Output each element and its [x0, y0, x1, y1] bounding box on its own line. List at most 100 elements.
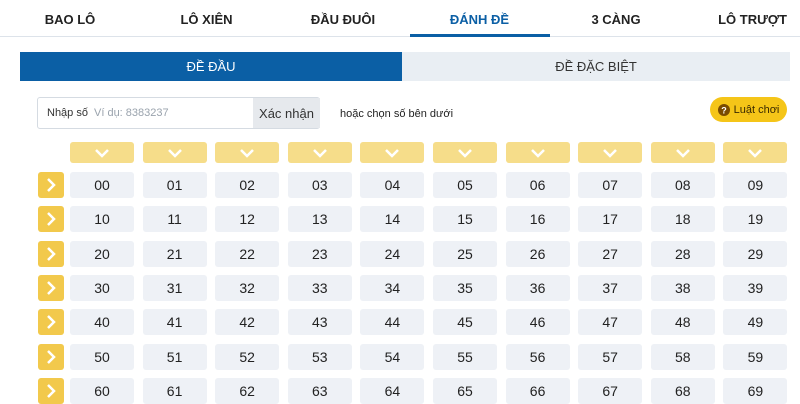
number-cell[interactable]: 18 — [650, 206, 715, 233]
number-cell[interactable]: 49 — [723, 309, 788, 336]
column-select[interactable] — [142, 142, 207, 163]
number-cell[interactable]: 00 — [70, 172, 134, 198]
number-cell[interactable]: 01 — [142, 172, 207, 198]
number-cell[interactable]: 38 — [650, 274, 715, 301]
row-select[interactable] — [38, 377, 64, 404]
row-select[interactable] — [38, 343, 64, 370]
number-cell[interactable]: 17 — [578, 206, 643, 233]
number-cell[interactable]: 06 — [505, 172, 570, 198]
number-cell[interactable]: 25 — [433, 240, 497, 267]
number-cell[interactable]: 40 — [70, 309, 134, 336]
input-label: Nhập số — [47, 107, 88, 119]
number-cell[interactable]: 05 — [433, 172, 497, 198]
number-cell[interactable]: 63 — [287, 377, 352, 404]
column-select[interactable] — [650, 142, 715, 163]
sub-tab[interactable]: ĐỀ ĐẶC BIỆT — [402, 52, 790, 81]
number-cell[interactable]: 52 — [215, 343, 280, 370]
number-cell[interactable]: 22 — [215, 240, 280, 267]
column-select[interactable] — [578, 142, 643, 163]
number-cell[interactable]: 33 — [287, 274, 352, 301]
number-cell[interactable]: 23 — [287, 240, 352, 267]
number-cell[interactable]: 21 — [142, 240, 207, 267]
number-cell[interactable]: 60 — [70, 377, 134, 404]
number-cell[interactable]: 10 — [70, 206, 134, 233]
confirm-button[interactable]: Xác nhận — [253, 98, 320, 128]
number-cell[interactable]: 30 — [70, 274, 134, 301]
nav-tab[interactable]: 3 CÀNG — [591, 12, 641, 27]
number-cell[interactable]: 43 — [287, 309, 352, 336]
number-cell[interactable]: 58 — [650, 343, 715, 370]
number-cell[interactable]: 56 — [505, 343, 570, 370]
nav-tab[interactable]: LÔ TRƯỢT — [718, 12, 787, 27]
row-select[interactable] — [38, 309, 64, 336]
number-cell[interactable]: 13 — [287, 206, 352, 233]
number-cell[interactable]: 04 — [360, 172, 425, 198]
number-cell[interactable]: 42 — [215, 309, 280, 336]
number-cell[interactable]: 09 — [723, 172, 788, 198]
number-cell[interactable]: 16 — [505, 206, 570, 233]
column-select[interactable] — [505, 142, 570, 163]
number-cell[interactable]: 48 — [650, 309, 715, 336]
number-cell[interactable]: 03 — [287, 172, 352, 198]
number-cell[interactable]: 27 — [578, 240, 643, 267]
number-cell[interactable]: 20 — [70, 240, 134, 267]
number-cell[interactable]: 45 — [433, 309, 497, 336]
number-cell[interactable]: 35 — [433, 274, 497, 301]
number-cell[interactable]: 51 — [142, 343, 207, 370]
nav-tab[interactable]: LÔ XIÊN — [180, 12, 233, 27]
number-cell[interactable]: 28 — [650, 240, 715, 267]
row-select[interactable] — [38, 274, 64, 301]
number-cell[interactable]: 61 — [142, 377, 207, 404]
number-cell[interactable]: 08 — [650, 172, 715, 198]
column-select[interactable] — [433, 142, 497, 163]
number-cell[interactable]: 29 — [723, 240, 788, 267]
nav-tab[interactable]: ĐÁNH ĐỀ — [449, 12, 510, 27]
number-cell[interactable]: 67 — [578, 377, 643, 404]
number-cell[interactable]: 26 — [505, 240, 570, 267]
number-cell[interactable]: 44 — [360, 309, 425, 336]
number-cell[interactable]: 07 — [578, 172, 643, 198]
number-cell[interactable]: 54 — [360, 343, 425, 370]
number-cell[interactable]: 55 — [433, 343, 497, 370]
number-cell[interactable]: 53 — [287, 343, 352, 370]
row-select[interactable] — [38, 240, 64, 267]
row-select[interactable] — [38, 172, 64, 198]
nav-tab[interactable]: ĐẦU ĐUÔI — [310, 12, 376, 27]
column-select[interactable] — [723, 142, 788, 163]
number-cell[interactable]: 47 — [578, 309, 643, 336]
number-cell[interactable]: 68 — [650, 377, 715, 404]
number-cell[interactable]: 66 — [505, 377, 570, 404]
number-cell[interactable]: 57 — [578, 343, 643, 370]
number-input[interactable]: Nhập số Ví dụ: 8383237 Xác nhận — [37, 97, 320, 129]
number-cell[interactable]: 50 — [70, 343, 134, 370]
number-cell[interactable]: 39 — [723, 274, 788, 301]
number-cell[interactable]: 32 — [215, 274, 280, 301]
number-cell[interactable]: 15 — [433, 206, 497, 233]
number-cell[interactable]: 69 — [723, 377, 788, 404]
rules-button[interactable]: ? Luật chơi — [710, 97, 787, 122]
nav-tab[interactable]: BAO LÔ — [44, 12, 96, 27]
number-cell[interactable]: 24 — [360, 240, 425, 267]
number-cell[interactable]: 14 — [360, 206, 425, 233]
number-cell[interactable]: 12 — [215, 206, 280, 233]
number-cell[interactable]: 65 — [433, 377, 497, 404]
number-cell[interactable]: 02 — [215, 172, 280, 198]
column-select[interactable] — [360, 142, 425, 163]
number-cell[interactable]: 62 — [215, 377, 280, 404]
number-cell[interactable]: 37 — [578, 274, 643, 301]
number-cell[interactable]: 46 — [505, 309, 570, 336]
sub-tab-active[interactable]: ĐỀ ĐẦU — [20, 52, 402, 81]
row-select[interactable] — [38, 206, 64, 233]
number-cell[interactable]: 59 — [723, 343, 788, 370]
number-cell[interactable]: 19 — [723, 206, 788, 233]
number-cell[interactable]: 11 — [142, 206, 207, 233]
column-select[interactable] — [70, 142, 134, 163]
column-select[interactable] — [215, 142, 280, 163]
number-cell[interactable]: 31 — [142, 274, 207, 301]
number-cell[interactable]: 41 — [142, 309, 207, 336]
column-select[interactable] — [287, 142, 352, 163]
number-cell[interactable]: 36 — [505, 274, 570, 301]
number-cell[interactable]: 34 — [360, 274, 425, 301]
number-cell[interactable]: 64 — [360, 377, 425, 404]
